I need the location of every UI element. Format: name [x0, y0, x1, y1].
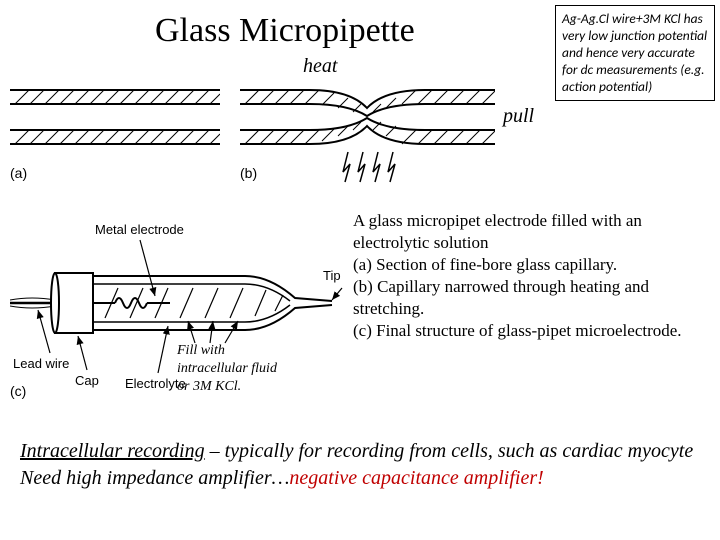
fill-line1: Fill with intracellular fluid or 3M KCl. [177, 343, 277, 394]
desc-a: (a) Section of fine-bore glass capillary… [353, 254, 711, 276]
desc-intro: A glass micropipet electrode filled with… [353, 210, 711, 254]
desc-b: (b) Capillary narrowed through heating a… [353, 276, 711, 320]
cap-label: Cap [75, 373, 99, 388]
bottom-text: Intracellular recording – typically for … [20, 438, 710, 492]
desc-c: (c) Final structure of glass-pipet micro… [353, 320, 711, 342]
page-title: Glass Micropipette [155, 12, 415, 50]
bottom-rest1: – typically for recording from cells, su… [205, 440, 694, 462]
fill-note: Fill with intracellular fluid or 3M KCl. [177, 342, 277, 397]
bottom-underline: Intracellular recording [20, 440, 205, 462]
description-block: A glass micropipet electrode filled with… [353, 210, 711, 343]
pull-label: pull [503, 105, 534, 128]
panel-label-a: (a) [10, 165, 27, 181]
panel-label-c: (c) [10, 383, 26, 399]
heat-label: heat [303, 55, 337, 78]
metal-electrode-label: Metal electrode [95, 222, 184, 237]
agcl-note-box: Ag-Ag.Cl wire+3M KCl has very low juncti… [555, 5, 715, 101]
bottom-red: negative capacitance amplifier! [289, 467, 543, 489]
diagram-a [10, 82, 220, 162]
diagram-b [240, 82, 495, 192]
tip-label: Tip [323, 268, 341, 283]
bottom-line2a: Need high impedance amplifier… [20, 467, 289, 489]
lead-wire-label: Lead wire [13, 356, 69, 371]
panel-label-b: (b) [240, 165, 257, 181]
